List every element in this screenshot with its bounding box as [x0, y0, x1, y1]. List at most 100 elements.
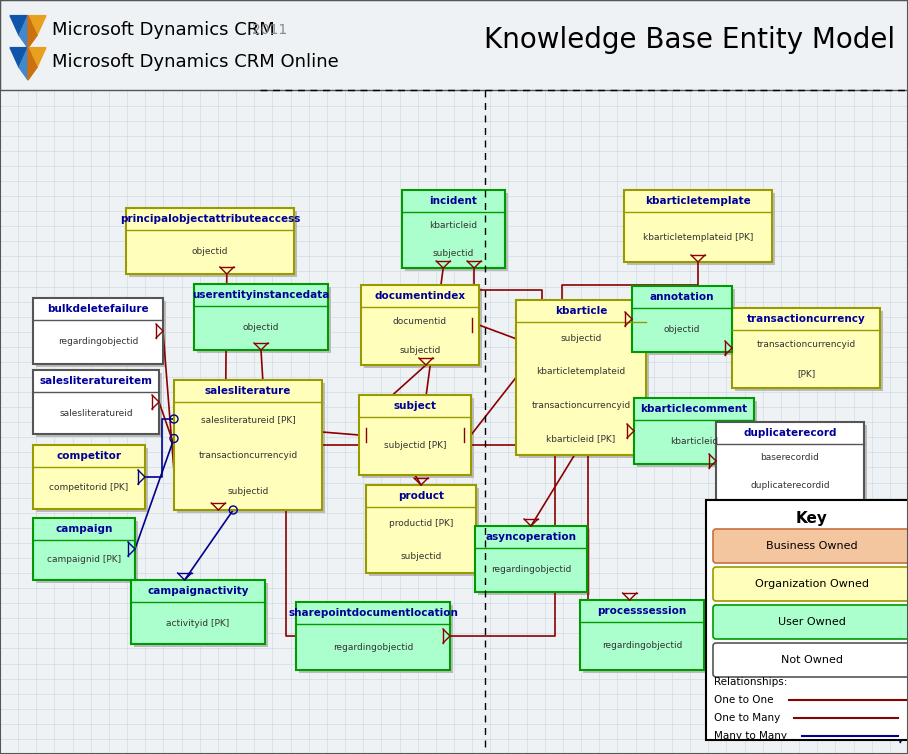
- FancyBboxPatch shape: [713, 529, 908, 563]
- Bar: [362, 398, 474, 478]
- Bar: [361, 285, 479, 365]
- Text: Business Owned: Business Owned: [766, 541, 858, 551]
- Bar: [516, 300, 646, 455]
- Text: transactioncurrencyid: transactioncurrencyid: [756, 340, 855, 349]
- Text: duplicaterecord: duplicaterecord: [744, 428, 837, 438]
- Text: subjectid: subjectid: [400, 346, 440, 355]
- Text: campaignid [PK]: campaignid [PK]: [47, 556, 121, 565]
- Bar: [364, 288, 482, 368]
- Bar: [296, 602, 450, 670]
- Text: objectid: objectid: [192, 247, 228, 256]
- Text: subject: subject: [393, 401, 437, 411]
- Bar: [33, 445, 145, 509]
- Bar: [174, 380, 322, 510]
- Text: One to Many: One to Many: [714, 713, 780, 723]
- Text: transactioncurrency: transactioncurrency: [746, 314, 865, 324]
- Text: duplicaterecordid: duplicaterecordid: [750, 482, 830, 491]
- Text: kbarticleid: kbarticleid: [429, 222, 478, 231]
- Bar: [716, 422, 864, 500]
- Polygon shape: [28, 16, 37, 48]
- Bar: [366, 485, 476, 573]
- Bar: [33, 298, 163, 364]
- Text: kbarticleid: kbarticleid: [670, 437, 718, 446]
- Bar: [637, 401, 757, 467]
- Bar: [580, 600, 704, 670]
- Text: activityid [PK]: activityid [PK]: [166, 618, 230, 627]
- FancyBboxPatch shape: [713, 605, 908, 639]
- Text: subjectid: subjectid: [227, 488, 269, 496]
- Text: transactioncurrencyid: transactioncurrencyid: [198, 452, 298, 461]
- Text: regardingobjectid: regardingobjectid: [491, 566, 571, 575]
- Text: sharepointdocumentlocation: sharepointdocumentlocation: [288, 608, 458, 618]
- Bar: [33, 518, 135, 580]
- Polygon shape: [28, 16, 46, 35]
- Text: product: product: [398, 491, 444, 501]
- Text: transactioncurrencyid: transactioncurrencyid: [531, 400, 631, 409]
- Text: Organization Owned: Organization Owned: [755, 579, 869, 589]
- Bar: [732, 308, 880, 388]
- Bar: [36, 448, 148, 512]
- Bar: [0, 0, 908, 90]
- Bar: [634, 398, 754, 464]
- Text: salesliterature: salesliterature: [205, 386, 291, 396]
- Bar: [405, 193, 508, 271]
- Text: salesliteratureitem: salesliteratureitem: [40, 376, 153, 386]
- Text: [PK]: [PK]: [797, 369, 815, 378]
- Bar: [36, 521, 138, 583]
- Bar: [197, 287, 331, 353]
- Polygon shape: [10, 48, 28, 67]
- Text: kbarticle: kbarticle: [555, 306, 607, 316]
- Text: kbarticletemplateid: kbarticletemplateid: [537, 367, 626, 376]
- Text: Key: Key: [796, 510, 828, 526]
- Text: kbarticleid [PK]: kbarticleid [PK]: [547, 434, 616, 443]
- Text: documentid: documentid: [393, 317, 447, 326]
- Bar: [719, 425, 867, 503]
- Text: subjectid: subjectid: [433, 250, 474, 259]
- Text: objectid: objectid: [664, 326, 700, 335]
- Bar: [359, 395, 471, 475]
- Text: principalobjectattributeaccess: principalobjectattributeaccess: [120, 214, 301, 224]
- Text: competitor: competitor: [56, 451, 122, 461]
- Text: 2011: 2011: [252, 23, 287, 37]
- Text: baserecordid: baserecordid: [761, 453, 819, 462]
- Text: kbarticletemplate: kbarticletemplate: [645, 196, 751, 206]
- Text: Relationships:: Relationships:: [714, 677, 787, 687]
- Text: incident: incident: [429, 196, 478, 206]
- Polygon shape: [10, 16, 28, 35]
- Text: asyncoperation: asyncoperation: [486, 532, 577, 542]
- Text: competitorid [PK]: competitorid [PK]: [49, 483, 129, 492]
- Bar: [475, 526, 587, 592]
- Bar: [402, 190, 505, 268]
- Bar: [478, 529, 590, 595]
- Polygon shape: [19, 16, 28, 48]
- Bar: [583, 603, 707, 673]
- Bar: [735, 311, 883, 391]
- Text: subjectid: subjectid: [400, 552, 441, 561]
- Text: documentindex: documentindex: [374, 291, 466, 301]
- Bar: [627, 193, 775, 265]
- Text: annotation: annotation: [650, 292, 715, 302]
- FancyBboxPatch shape: [713, 643, 908, 677]
- Bar: [299, 605, 453, 673]
- Text: subjectid: subjectid: [560, 334, 602, 343]
- Text: bulkdeletefailure: bulkdeletefailure: [47, 304, 149, 314]
- Text: User Owned: User Owned: [778, 617, 846, 627]
- Bar: [632, 286, 732, 352]
- Text: Not Owned: Not Owned: [781, 655, 843, 665]
- Bar: [36, 301, 166, 367]
- Text: userentityinstancedata: userentityinstancedata: [192, 290, 330, 300]
- Bar: [369, 488, 479, 576]
- Text: Knowledge Base Entity Model: Knowledge Base Entity Model: [485, 26, 895, 54]
- Text: Microsoft Dynamics CRM: Microsoft Dynamics CRM: [52, 21, 275, 39]
- Text: regardingobjectid: regardingobjectid: [58, 338, 138, 347]
- Bar: [177, 383, 325, 513]
- Text: kbarticletemplateid [PK]: kbarticletemplateid [PK]: [643, 232, 754, 241]
- Text: salesliteratureid [PK]: salesliteratureid [PK]: [201, 415, 295, 425]
- Polygon shape: [19, 48, 28, 80]
- Text: salesliteratureid: salesliteratureid: [59, 409, 133, 418]
- Text: objectid: objectid: [242, 323, 280, 333]
- Text: regardingobjectid: regardingobjectid: [333, 642, 413, 651]
- Text: productid [PK]: productid [PK]: [389, 519, 453, 528]
- Text: processsession: processsession: [597, 606, 686, 616]
- Polygon shape: [28, 48, 46, 67]
